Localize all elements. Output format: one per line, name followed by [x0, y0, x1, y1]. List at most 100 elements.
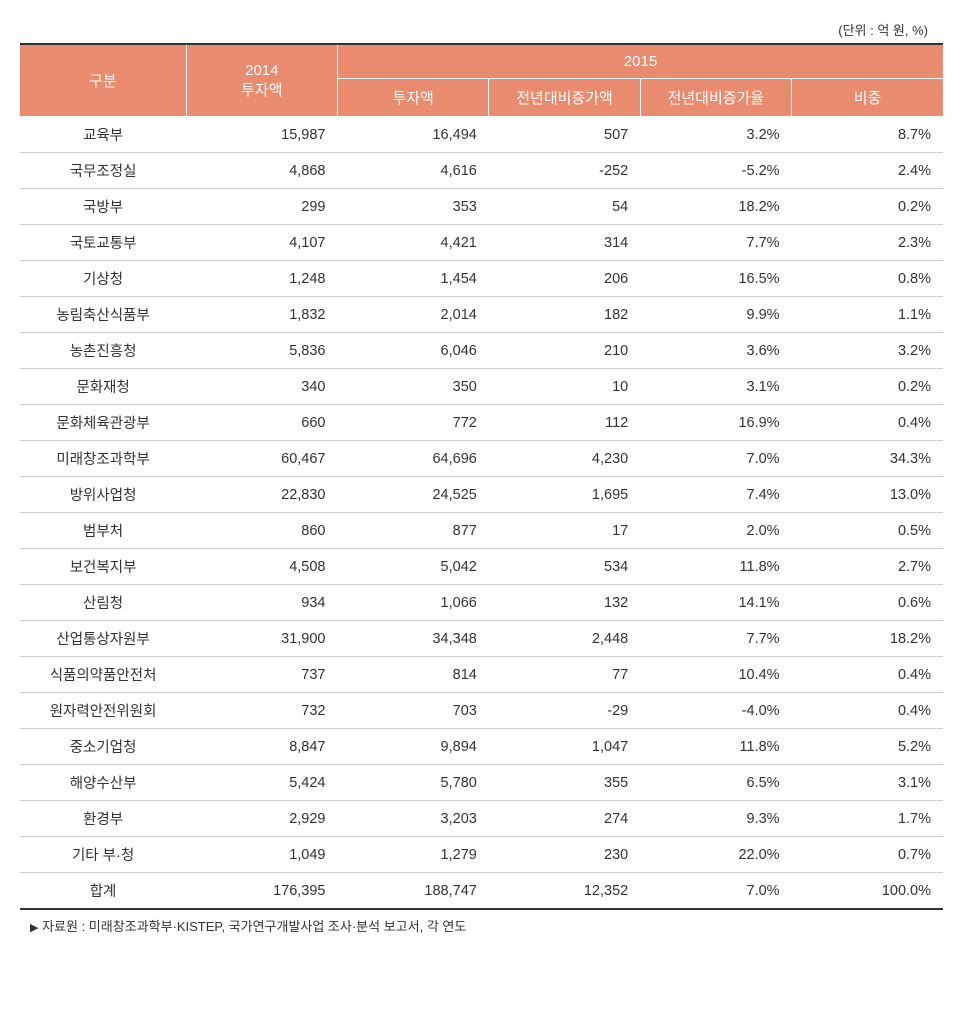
- row-rate: -4.0%: [640, 693, 791, 729]
- row-invest: 772: [337, 405, 488, 441]
- row-invest: 5,042: [337, 549, 488, 585]
- row-2014: 660: [186, 405, 337, 441]
- table-row: 식품의약품안전처7378147710.4%0.4%: [20, 657, 943, 693]
- row-diff: 54: [489, 189, 640, 225]
- row-2014: 1,248: [186, 261, 337, 297]
- row-share: 0.5%: [792, 513, 943, 549]
- row-share: 0.4%: [792, 657, 943, 693]
- row-label: 원자력안전위원회: [20, 693, 186, 729]
- row-share: 0.2%: [792, 369, 943, 405]
- table-row: 문화재청340350103.1%0.2%: [20, 369, 943, 405]
- row-rate: 11.8%: [640, 549, 791, 585]
- row-2014: 15,987: [186, 117, 337, 153]
- row-2014: 8,847: [186, 729, 337, 765]
- row-2014: 1,049: [186, 837, 337, 873]
- table-row: 방위사업청22,83024,5251,6957.4%13.0%: [20, 477, 943, 513]
- row-invest: 814: [337, 657, 488, 693]
- header-2014: 2014투자액: [186, 44, 337, 117]
- source-text: 자료원 : 미래창조과학부·KISTEP, 국가연구개발사업 조사·분석 보고서…: [42, 919, 466, 934]
- row-invest: 188,747: [337, 873, 488, 910]
- row-rate: 11.8%: [640, 729, 791, 765]
- row-diff: 206: [489, 261, 640, 297]
- row-label: 국토교통부: [20, 225, 186, 261]
- row-invest: 16,494: [337, 117, 488, 153]
- row-diff: -252: [489, 153, 640, 189]
- row-label: 중소기업청: [20, 729, 186, 765]
- header-category: 구분: [20, 44, 186, 117]
- table-row: 기타 부·청1,0491,27923022.0%0.7%: [20, 837, 943, 873]
- row-2014: 5,424: [186, 765, 337, 801]
- row-invest: 3,203: [337, 801, 488, 837]
- row-rate: 16.9%: [640, 405, 791, 441]
- row-share: 13.0%: [792, 477, 943, 513]
- row-share: 34.3%: [792, 441, 943, 477]
- row-invest: 1,279: [337, 837, 488, 873]
- row-2014: 732: [186, 693, 337, 729]
- row-diff: 1,047: [489, 729, 640, 765]
- row-invest: 5,780: [337, 765, 488, 801]
- row-invest: 4,616: [337, 153, 488, 189]
- table-row: 범부처860877172.0%0.5%: [20, 513, 943, 549]
- row-label: 국방부: [20, 189, 186, 225]
- row-rate: 3.6%: [640, 333, 791, 369]
- table-row: 해양수산부5,4245,7803556.5%3.1%: [20, 765, 943, 801]
- row-label: 환경부: [20, 801, 186, 837]
- table-body: 교육부15,98716,4945073.2%8.7%국무조정실4,8684,61…: [20, 117, 943, 910]
- row-label: 기상청: [20, 261, 186, 297]
- row-diff: 17: [489, 513, 640, 549]
- row-rate: 9.9%: [640, 297, 791, 333]
- row-share: 2.7%: [792, 549, 943, 585]
- row-diff: 10: [489, 369, 640, 405]
- row-2014: 4,868: [186, 153, 337, 189]
- row-share: 3.2%: [792, 333, 943, 369]
- row-invest: 703: [337, 693, 488, 729]
- row-label: 미래창조과학부: [20, 441, 186, 477]
- row-share: 1.7%: [792, 801, 943, 837]
- row-label: 교육부: [20, 117, 186, 153]
- row-label: 범부처: [20, 513, 186, 549]
- header-diff: 전년대비증가액: [489, 79, 640, 117]
- row-invest: 9,894: [337, 729, 488, 765]
- row-2014: 4,508: [186, 549, 337, 585]
- row-share: 2.4%: [792, 153, 943, 189]
- table-row: 문화체육관광부66077211216.9%0.4%: [20, 405, 943, 441]
- row-2014: 340: [186, 369, 337, 405]
- table-row: 원자력안전위원회732703-29-4.0%0.4%: [20, 693, 943, 729]
- row-invest: 6,046: [337, 333, 488, 369]
- row-invest: 877: [337, 513, 488, 549]
- row-diff: 314: [489, 225, 640, 261]
- row-share: 18.2%: [792, 621, 943, 657]
- row-rate: 7.0%: [640, 441, 791, 477]
- row-share: 0.7%: [792, 837, 943, 873]
- row-diff: 132: [489, 585, 640, 621]
- row-diff: 182: [489, 297, 640, 333]
- row-diff: 77: [489, 657, 640, 693]
- row-rate: 9.3%: [640, 801, 791, 837]
- header-invest: 투자액: [337, 79, 488, 117]
- table-row: 국토교통부4,1074,4213147.7%2.3%: [20, 225, 943, 261]
- row-invest: 64,696: [337, 441, 488, 477]
- table-row: 농촌진흥청5,8366,0462103.6%3.2%: [20, 333, 943, 369]
- row-invest: 34,348: [337, 621, 488, 657]
- row-rate: 7.7%: [640, 225, 791, 261]
- row-2014: 60,467: [186, 441, 337, 477]
- row-diff: 230: [489, 837, 640, 873]
- row-2014: 31,900: [186, 621, 337, 657]
- row-share: 0.2%: [792, 189, 943, 225]
- row-2014: 5,836: [186, 333, 337, 369]
- table-row: 국무조정실4,8684,616-252-5.2%2.4%: [20, 153, 943, 189]
- row-share: 2.3%: [792, 225, 943, 261]
- row-diff: 274: [489, 801, 640, 837]
- header-rate: 전년대비증가율: [640, 79, 791, 117]
- row-diff: 507: [489, 117, 640, 153]
- row-diff: 112: [489, 405, 640, 441]
- row-label: 보건복지부: [20, 549, 186, 585]
- row-diff: 12,352: [489, 873, 640, 910]
- row-share: 0.6%: [792, 585, 943, 621]
- row-rate: 7.7%: [640, 621, 791, 657]
- row-invest: 24,525: [337, 477, 488, 513]
- source-arrow-icon: ▶: [30, 922, 38, 934]
- row-diff: -29: [489, 693, 640, 729]
- row-share: 3.1%: [792, 765, 943, 801]
- row-share: 0.4%: [792, 405, 943, 441]
